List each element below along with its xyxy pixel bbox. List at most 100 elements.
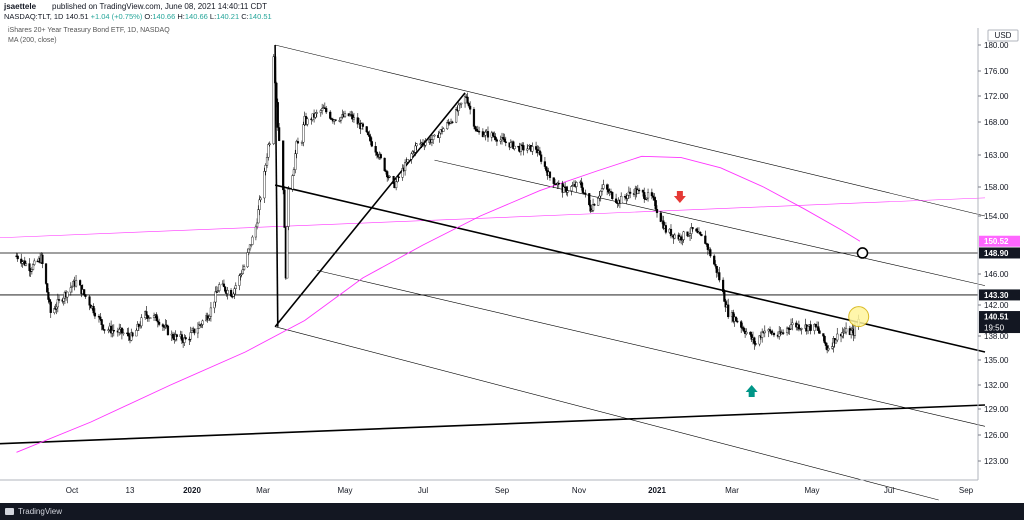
trend-line-6[interactable] [0, 404, 986, 445]
candle-body [504, 141, 507, 143]
price-tick-label: 126.00 [984, 431, 1009, 440]
trend-line-7[interactable] [274, 92, 466, 328]
price-label-150.52: 150.52 [984, 237, 1009, 246]
candle-body [130, 332, 133, 341]
candle-body [53, 308, 56, 313]
candle-body [325, 108, 328, 113]
candle-body [540, 154, 543, 162]
candle-body [626, 195, 629, 199]
instrument-legend[interactable]: iShares 20+ Year Treasury Bond ETF, 1D, … [8, 27, 170, 34]
candle-body [397, 176, 400, 179]
candle-body [834, 339, 838, 344]
candle-body [374, 146, 377, 153]
candle-body [208, 316, 211, 319]
candle-body [826, 345, 829, 351]
price-tick-label: 135.00 [984, 356, 1009, 365]
candle-body [623, 196, 627, 198]
trend-line-5[interactable] [274, 184, 986, 353]
candle-body [57, 299, 61, 301]
candle-body [226, 290, 229, 294]
candle-body [196, 328, 200, 334]
candle-body [584, 192, 587, 195]
author-name[interactable]: jsaettele [4, 2, 37, 11]
candle-body [242, 266, 246, 270]
candle-body [581, 187, 584, 193]
price-tick-label: 180.00 [984, 41, 1009, 50]
candle-body [334, 119, 337, 121]
price-label-box [979, 289, 1020, 301]
candle-body [424, 142, 427, 146]
price-tick-label: 154.00 [984, 212, 1009, 221]
candle-body [414, 145, 417, 153]
candle-body [749, 331, 752, 335]
trend-line-2[interactable] [316, 270, 986, 427]
candle-body [673, 234, 676, 239]
candle-body [709, 249, 712, 257]
candle-body [88, 296, 91, 306]
trend-line-3[interactable] [275, 326, 939, 501]
candle-body [519, 144, 523, 152]
candle-body [146, 315, 149, 319]
candle-body [48, 299, 51, 303]
candle-body [100, 319, 103, 325]
ma-legend[interactable]: MA (200, close) [8, 37, 57, 44]
candle-body [286, 226, 289, 279]
trend-line-0[interactable] [275, 44, 986, 217]
candle-body [214, 291, 217, 303]
candle-body [823, 335, 826, 343]
trend-line-4[interactable] [0, 197, 986, 239]
price-tick-label: 146.00 [984, 270, 1009, 279]
candle-body [557, 182, 560, 185]
candle-body [189, 332, 192, 340]
candle-body [770, 330, 773, 334]
candle-body [356, 117, 359, 125]
candle-body [218, 284, 221, 291]
currency-label[interactable]: USD [995, 31, 1012, 40]
candle-body [614, 198, 618, 203]
candle-body [493, 135, 496, 138]
candle-body [813, 324, 816, 331]
candle-body [797, 324, 800, 330]
candle-body [495, 139, 499, 142]
candle-body [70, 285, 74, 288]
candle-body [139, 325, 142, 328]
candle-body [460, 102, 463, 105]
candle-body [329, 111, 332, 119]
candle-body [131, 332, 134, 337]
candle-body [93, 312, 97, 317]
candle-body [149, 317, 152, 319]
low-value: 140.21 [216, 12, 240, 21]
candle-body [78, 280, 82, 286]
candle-body [291, 175, 294, 190]
candle-body [704, 235, 707, 244]
currency-box[interactable] [987, 29, 1019, 42]
candle-body [669, 228, 673, 237]
candle-body [112, 329, 115, 332]
time-tick-label: 2020 [183, 486, 201, 495]
candle-body [486, 131, 490, 138]
candle-body [137, 324, 140, 328]
candle-body [92, 306, 95, 314]
candle-body [99, 316, 102, 320]
footer-brand[interactable]: TradingView [18, 507, 63, 516]
price-tick-label: 168.00 [984, 118, 1009, 127]
candle-body [763, 330, 766, 334]
candle-body [268, 143, 271, 146]
candle-body [188, 338, 191, 341]
candle-body [375, 152, 379, 156]
candle-body [750, 334, 753, 340]
high-label: H: [177, 12, 185, 21]
candle-body [343, 113, 347, 117]
price-tick-label: 138.00 [984, 332, 1009, 341]
candle-body [491, 132, 495, 137]
candle-body [156, 320, 159, 323]
candle-body [161, 324, 164, 327]
candle-body [120, 327, 124, 334]
candle-body [467, 103, 470, 107]
ma200-line[interactable] [16, 155, 861, 453]
candle-body [688, 233, 692, 236]
candle-body [69, 287, 72, 293]
trend-line-1[interactable] [434, 159, 986, 286]
candle-body [46, 283, 49, 293]
